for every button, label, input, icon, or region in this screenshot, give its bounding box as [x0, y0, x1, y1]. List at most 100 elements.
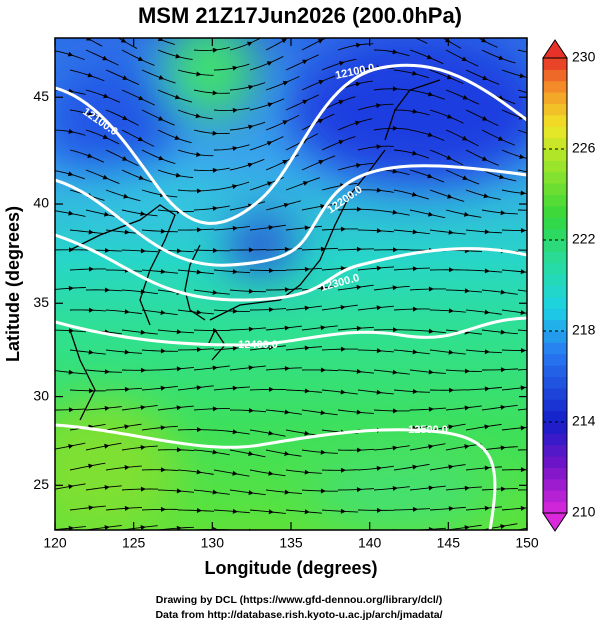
- streamline: [177, 309, 214, 315]
- colorbar-band: [543, 183, 567, 195]
- streamline: [249, 345, 286, 351]
- stream-arrow: [196, 507, 202, 513]
- streamline: [85, 289, 123, 292]
- streamline: [321, 509, 358, 513]
- streamline: [393, 149, 430, 159]
- streamline: [285, 509, 322, 514]
- stream-arrow: [340, 226, 346, 232]
- stream-arrow: [158, 155, 164, 161]
- stream-arrow: [197, 31, 202, 36]
- stream-arrow: [175, 53, 181, 59]
- stream-arrow: [484, 229, 490, 235]
- stream-arrow: [356, 409, 362, 415]
- stream-arrow: [500, 486, 506, 492]
- streamline: [157, 89, 193, 103]
- y-axis-label: Latitude (degrees): [3, 206, 23, 362]
- streamline: [481, 169, 517, 182]
- stream-arrow: [232, 146, 238, 152]
- streamline: [229, 121, 266, 131]
- stream-arrow: [88, 266, 94, 272]
- streamline: [357, 389, 394, 395]
- stream-arrow: [212, 406, 218, 412]
- streamline: [193, 89, 230, 94]
- stream-arrow: [497, 136, 504, 141]
- streamline: [409, 209, 446, 219]
- streamline: [105, 269, 142, 272]
- colorbar-tick-label: 226: [572, 140, 596, 156]
- colorbar-band: [543, 58, 567, 70]
- stream-arrow: [176, 329, 182, 335]
- streamline: [465, 109, 499, 127]
- stream-arrow: [304, 509, 310, 515]
- colorbar-band: [543, 103, 567, 116]
- streamline: [229, 289, 266, 293]
- streamline: [121, 249, 158, 253]
- streamline: [409, 485, 446, 491]
- stream-arrow: [88, 307, 94, 313]
- stream-arrow: [212, 130, 218, 136]
- colorbar-band: [543, 490, 567, 503]
- footer-line: Data from http://database.rish.kyoto-u.a…: [155, 609, 442, 621]
- streamline: [177, 385, 214, 391]
- colorbar-band: [543, 456, 567, 468]
- stream-arrow: [284, 325, 290, 331]
- streamline: [157, 329, 194, 334]
- stream-arrow: [427, 132, 434, 137]
- streamline: [69, 149, 105, 163]
- stream-arrow: [356, 163, 362, 168]
- colorbar-band: [543, 251, 567, 264]
- streamline: [321, 389, 358, 395]
- streamline: [429, 189, 465, 202]
- streamline: [409, 129, 445, 141]
- stream-arrow: [232, 269, 238, 275]
- stream-arrow: [304, 266, 310, 272]
- stream-arrow: [232, 470, 238, 476]
- streamline: [117, 38, 138, 49]
- stream-arrow: [464, 368, 470, 374]
- streamline: [229, 327, 266, 331]
- stream-arrow: [356, 487, 362, 493]
- stream-arrow: [354, 120, 361, 126]
- streamline: [465, 466, 502, 471]
- stream-arrow: [392, 408, 398, 414]
- stream-arrow: [160, 310, 166, 315]
- stream-arrow: [355, 81, 361, 87]
- streamline: [141, 309, 178, 316]
- streamline: [193, 489, 230, 495]
- colorbar-band: [543, 467, 567, 480]
- colorbar-band: [543, 171, 567, 184]
- stream-arrow: [520, 310, 526, 315]
- stream-arrow: [284, 246, 290, 252]
- stream-arrow: [87, 72, 94, 78]
- stream-arrow: [537, 290, 543, 296]
- streamline: [249, 224, 286, 231]
- stream-arrow: [356, 325, 362, 331]
- streamline: [193, 46, 230, 51]
- streamline: [177, 348, 214, 351]
- stream-arrow: [483, 193, 489, 199]
- stream-arrow: [196, 427, 202, 433]
- streamline: [141, 349, 178, 352]
- stream-arrow: [519, 73, 525, 79]
- streamline: [193, 167, 230, 172]
- stream-arrow: [427, 173, 433, 179]
- stream-arrow: [481, 156, 488, 161]
- streamline: [414, 38, 428, 44]
- streamline: [105, 149, 139, 167]
- stream-arrow: [484, 465, 490, 471]
- streamline: [409, 329, 446, 334]
- stream-arrow: [176, 366, 182, 372]
- streamline: [177, 189, 214, 192]
- streamline: [429, 149, 464, 166]
- streamline: [321, 304, 358, 311]
- streamline: [55, 170, 85, 180]
- streamline: [337, 488, 374, 491]
- streamline: [445, 49, 479, 67]
- streamline: [321, 96, 356, 111]
- stream-arrow: [536, 133, 542, 139]
- stream-arrow: [536, 92, 542, 98]
- streamline: [501, 69, 527, 78]
- streamline: [249, 388, 286, 391]
- streamline: [141, 189, 178, 198]
- stream-arrow: [212, 289, 218, 295]
